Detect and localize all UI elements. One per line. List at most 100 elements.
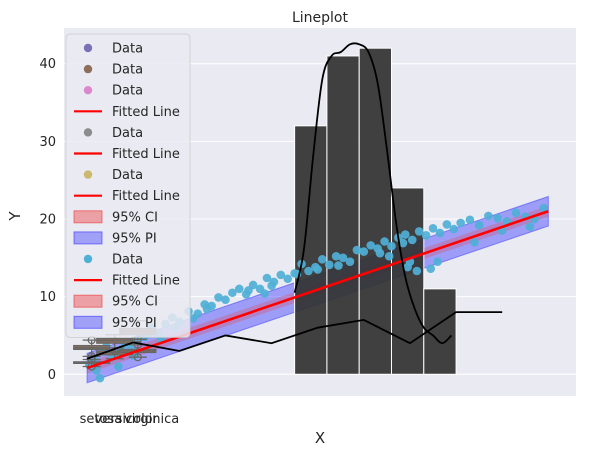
- histogram-bar: [294, 125, 328, 375]
- legend-item: 95% CI: [73, 294, 158, 310]
- scatter-point: [470, 237, 479, 247]
- legend-item: Fitted Line: [74, 189, 180, 204]
- legend-item: Data: [83, 126, 143, 141]
- scatter-point: [276, 270, 286, 280]
- histogram-bar: [326, 55, 360, 375]
- boxplot-outlier: [133, 353, 142, 362]
- fitted-line: [86, 209, 549, 370]
- legend-marker: [83, 86, 93, 95]
- scatter-point: [324, 260, 334, 270]
- legend-label: 95% CI: [112, 210, 158, 225]
- scatter-point: [313, 265, 322, 274]
- legend-label: 95% CI: [112, 295, 158, 310]
- scatter-point: [442, 220, 452, 229]
- scatter-point: [221, 295, 230, 305]
- scatter-point: [426, 264, 436, 273]
- scatter-point: [352, 245, 362, 255]
- x-axis-label: X: [315, 429, 325, 447]
- legend-label: Data: [112, 84, 143, 99]
- legend-frame: [65, 33, 191, 338]
- scatter-point: [334, 261, 343, 270]
- legend-marker: [83, 64, 93, 74]
- scatter-point: [262, 273, 272, 283]
- scatter-point: [465, 215, 475, 225]
- scatter-point: [401, 230, 410, 239]
- legend-label: Fitted Line: [112, 189, 180, 204]
- legend-item: Data: [83, 84, 143, 99]
- histogram-bars: [294, 47, 457, 375]
- scatter-point: [244, 286, 253, 295]
- scatter-point: [375, 248, 385, 258]
- y-tick-label: 30: [39, 135, 56, 150]
- scatter-point: [95, 373, 105, 383]
- scatter-point: [387, 241, 396, 251]
- scatter-point: [214, 293, 223, 302]
- scatter-point: [202, 304, 212, 314]
- scatter-point: [318, 255, 327, 264]
- scatter-point: [435, 228, 445, 238]
- fit-line: [86, 209, 549, 370]
- scatter-point: [345, 257, 355, 266]
- legend: Data Data Data Fitted Line Data Fitted Line Da…: [65, 33, 191, 338]
- legend-marker: [73, 294, 103, 308]
- legend-item: Fitted Line: [74, 147, 180, 162]
- line-series: [86, 311, 503, 360]
- x-tick-label: setosa: [80, 412, 123, 427]
- density-curve-line: [293, 42, 453, 345]
- scatter-point: [414, 227, 424, 236]
- legend-marker: [83, 128, 93, 137]
- histogram-bar: [390, 187, 425, 375]
- scatter-point: [421, 230, 431, 240]
- y-tick-label: 10: [39, 290, 56, 305]
- scatter-point: [283, 274, 293, 284]
- scatter-point: [338, 253, 348, 263]
- scatter-point: [511, 208, 521, 218]
- legend-marker: [83, 254, 93, 264]
- legend-item: Data: [83, 63, 143, 78]
- y-tick-label: 20: [39, 212, 56, 227]
- scatter-point: [484, 211, 493, 221]
- legend-item: Fitted Line: [74, 105, 180, 120]
- scatter-point: [260, 289, 269, 298]
- scatter-point: [331, 251, 341, 261]
- scatter-point: [228, 288, 237, 298]
- scatter-point: [449, 224, 459, 234]
- scatter-point: [456, 218, 465, 228]
- y-axis-label: Y: [6, 211, 24, 222]
- x-tick-label: versicolor: [95, 412, 159, 427]
- legend-label: Data: [112, 42, 143, 57]
- scatter-point: [380, 237, 389, 246]
- legend-label: Data: [112, 63, 143, 78]
- legend-label: 95% PI: [112, 316, 157, 331]
- scatter-point: [474, 220, 484, 230]
- legend-label: Data: [112, 126, 143, 141]
- legend-marker: [73, 210, 103, 224]
- legend-label: 95% PI: [112, 231, 157, 246]
- scatter-point: [114, 362, 123, 371]
- legend-label: Fitted Line: [112, 274, 180, 289]
- scatter-point: [428, 224, 438, 233]
- legend-item: 95% CI: [73, 210, 158, 225]
- density-curve: [293, 42, 453, 345]
- legend-item: Data: [83, 42, 143, 57]
- legend-label: Data: [112, 168, 143, 183]
- legend-item: Data: [83, 168, 143, 183]
- legend-label: Fitted Line: [112, 147, 180, 162]
- chart-title: Lineplot: [292, 10, 349, 26]
- legend-item: Data: [83, 253, 143, 268]
- scatter-point: [539, 203, 549, 213]
- scatter-point: [412, 266, 422, 276]
- scatter-point: [493, 213, 502, 223]
- scatter-point: [366, 241, 376, 250]
- scatter-point: [267, 281, 276, 291]
- legend-item: 95% PI: [73, 315, 157, 331]
- legend-marker: [73, 231, 103, 245]
- y-tick-label: 40: [39, 57, 56, 72]
- legend-marker: [83, 43, 93, 53]
- legend-marker: [83, 170, 93, 179]
- scatter-point: [433, 257, 442, 266]
- scatter-point: [91, 366, 101, 375]
- scatter-point: [188, 314, 198, 323]
